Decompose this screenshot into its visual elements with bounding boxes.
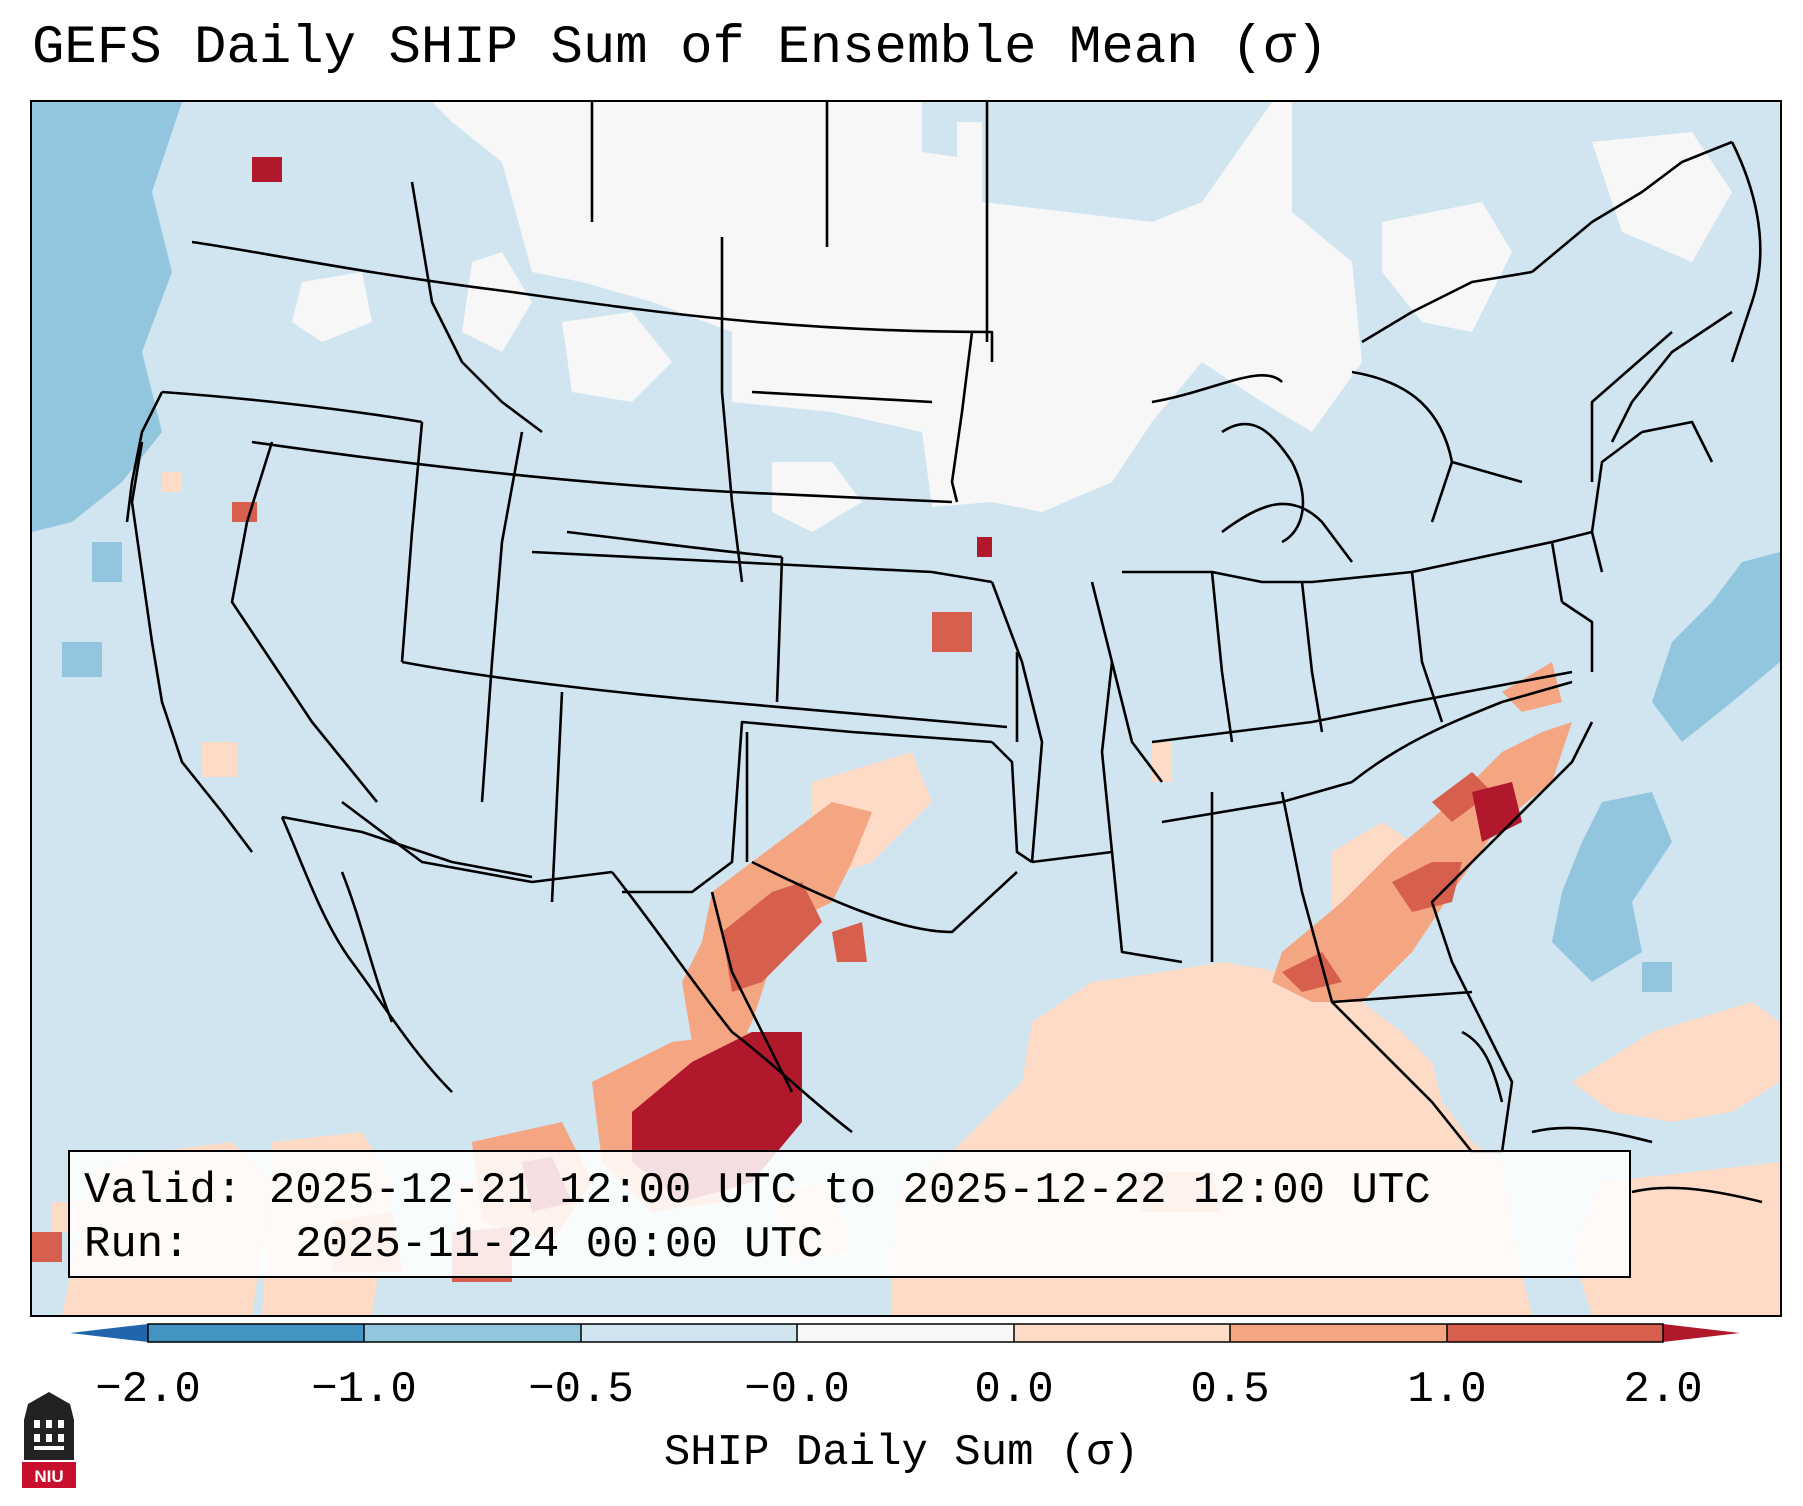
- valid-value: 2025-12-21 12:00 UTC to 2025-12-22 12:00…: [268, 1166, 1431, 1216]
- map-title: GEFS Daily SHIP Sum of Ensemble Mean (σ): [32, 18, 1329, 79]
- valid-label: Valid:: [84, 1166, 243, 1216]
- colorbar-tick-label: 0.0: [974, 1365, 1054, 1415]
- colorbar-bin: [581, 1324, 797, 1342]
- colorbar-over-arrow: [1663, 1324, 1740, 1342]
- colorbar: [70, 1323, 1740, 1343]
- colorbar-outline: [147, 1323, 1664, 1343]
- niu-logo: NIU: [22, 1392, 76, 1488]
- colorbar-tick-label: −2.0: [95, 1365, 201, 1415]
- colorbar-bin: [364, 1324, 581, 1342]
- colorbar-tick-label: 0.5: [1190, 1365, 1270, 1415]
- colorbar-tick-label: 1.0: [1407, 1365, 1487, 1415]
- run-label: Run:: [84, 1220, 190, 1270]
- colorbar-bin: [797, 1324, 1014, 1342]
- colorbar-bin: [1014, 1324, 1230, 1342]
- svg-text:NIU: NIU: [34, 1467, 63, 1486]
- below-normal-regions: [32, 102, 1780, 992]
- colorbar-bin: [148, 1324, 364, 1342]
- colorbar-under-arrow: [70, 1324, 148, 1342]
- colorbar-label: SHIP Daily Sum (σ): [663, 1428, 1140, 1478]
- map-canvas: [32, 102, 1780, 1315]
- valid-row: Valid: 2025-12-21 12:00 UTC to 2025-12-2…: [84, 1164, 1615, 1218]
- colorbar-tick-label: −0.5: [528, 1365, 634, 1415]
- colorbar-bin: [1230, 1324, 1447, 1342]
- colorbar-tick-label: 2.0: [1623, 1365, 1703, 1415]
- boundary-lines: [125, 102, 1763, 1204]
- valid-run-box: Valid: 2025-12-21 12:00 UTC to 2025-12-2…: [68, 1150, 1631, 1278]
- colorbar-bin: [1447, 1324, 1663, 1342]
- colorbar-tick-label: −1.0: [311, 1365, 417, 1415]
- run-row: Run: 2025-11-24 00:00 UTC: [84, 1218, 1615, 1272]
- near-zero-regions: [292, 102, 1732, 532]
- run-value: 2025-11-24 00:00 UTC: [295, 1220, 824, 1270]
- colorbar-tick-label: −0.0: [744, 1365, 850, 1415]
- map-panel: [30, 100, 1782, 1317]
